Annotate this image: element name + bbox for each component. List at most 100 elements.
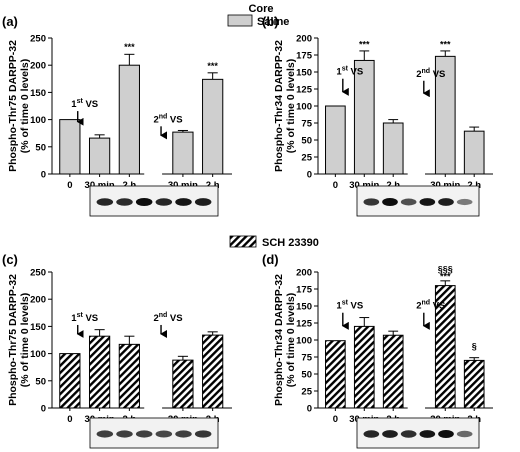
panel-label: (c): [2, 252, 18, 267]
y-tick-label: 250: [30, 268, 46, 279]
significance-marker: ***: [359, 40, 370, 50]
blot-band: [456, 430, 473, 438]
blot-band: [155, 198, 173, 206]
y-axis-title: Phospho-Thr34 DARPP-32: [273, 40, 285, 172]
legend-sch-label: SCH 23390: [262, 237, 319, 249]
x-tick-label: 0: [333, 414, 338, 425]
y-axis-title: (% of time 0 levels): [19, 293, 31, 388]
y-tick-label: 200: [30, 61, 46, 72]
blot-band: [135, 430, 153, 438]
panel-b: (b) Phospho-Thr34 DARPP-32 (% of time 0 le…: [262, 14, 493, 217]
vs-annotation: 1st VS: [71, 98, 98, 110]
panels: (a)Phospho-Thr75 DARPP-32 (% of time 0 le…: [2, 14, 493, 449]
vs-annotation: 1st VS: [336, 300, 363, 312]
significance-marker: ***: [207, 61, 218, 71]
y-tick-label: 100: [30, 349, 46, 360]
bar: [88, 137, 111, 175]
y-tick-label: 50: [301, 370, 312, 381]
blot-band: [363, 430, 380, 438]
y-tick-label: 150: [296, 302, 312, 313]
vs-annotation: 2nd VS: [416, 300, 445, 312]
blot-band: [96, 198, 114, 206]
y-tick-label: 175: [296, 285, 313, 296]
significance-marker: §: [472, 342, 477, 352]
y-tick-label: 0: [307, 170, 312, 181]
blot-band: [419, 430, 436, 438]
x-tick-label: 2 h: [206, 180, 220, 191]
vs-annotation: 2nd VS: [153, 113, 182, 125]
y-tick-label: 125: [296, 85, 313, 96]
western-blot: [356, 185, 480, 217]
bar: [325, 340, 346, 409]
legend-saline-label: Saline: [257, 16, 289, 28]
blot-band: [194, 430, 212, 438]
blot-band: [155, 430, 173, 438]
y-tick-label: 200: [30, 295, 46, 306]
bar: [59, 353, 81, 409]
western-blot: [89, 417, 219, 449]
blot-band: [438, 198, 454, 206]
vs-annotation: 1st VS: [336, 66, 363, 78]
x-tick-label: 2 h: [386, 180, 400, 191]
bar: [172, 131, 194, 175]
blot-band: [456, 198, 473, 206]
legend-group-label: Core: [248, 3, 273, 15]
panel-label: (a): [2, 14, 18, 29]
y-tick-label: 0: [41, 170, 46, 181]
x-tick-label: 0: [333, 180, 338, 191]
y-tick-label: 75: [301, 353, 312, 364]
blot-band: [438, 430, 454, 438]
blot-band: [400, 198, 417, 206]
panel-label: (d): [262, 252, 279, 267]
y-tick-label: 150: [30, 322, 46, 333]
y-tick-label: 25: [301, 153, 312, 164]
y-tick-label: 100: [296, 102, 312, 113]
bar: [463, 359, 485, 409]
x-tick-label: 2 h: [122, 180, 136, 191]
y-tick-label: 50: [35, 376, 46, 387]
bar: [59, 119, 81, 175]
x-tick-label: 30 min: [85, 180, 115, 191]
y-tick-label: 150: [30, 88, 46, 99]
blot-band: [116, 430, 133, 438]
y-tick-label: 200: [296, 268, 312, 279]
significance-marker: ***: [124, 42, 135, 52]
blot-band: [135, 198, 153, 206]
panel-a: (a) Phospho-Thr75 DARPP-32 (% of time 0 le…: [2, 14, 232, 217]
y-tick-label: 50: [301, 136, 312, 147]
panel-label: (b): [262, 14, 279, 29]
blot-band: [400, 430, 417, 438]
panel-d: (d) Phospho-Thr34 DARPP-32 (% of time 0 le…: [262, 252, 493, 449]
legend-sch23390: SCH 23390: [229, 235, 319, 249]
bar: [463, 130, 485, 175]
y-axis-title: (% of time 0 levels): [285, 293, 297, 388]
blot-band: [175, 430, 192, 438]
y-axis-title: Phospho-Thr75 DARPP-32: [7, 274, 19, 406]
y-tick-label: 75: [301, 119, 312, 130]
y-tick-label: 200: [296, 34, 312, 45]
blot-band: [419, 198, 436, 206]
western-blot: [89, 185, 219, 217]
x-tick-label: 30 min: [430, 180, 460, 191]
y-tick-label: 150: [296, 68, 312, 79]
y-axis-title: (% of time 0 levels): [19, 59, 31, 154]
y-axis-title: Phospho-Thr34 DARPP-32: [273, 274, 285, 406]
bar: [202, 334, 224, 409]
bar: [118, 64, 140, 175]
significance-marker: ***: [440, 40, 451, 50]
x-tick-label: 30 min: [349, 180, 379, 191]
panel-c: (c) Phospho-Thr75 DARPP-32 (% of time 0 le…: [2, 252, 232, 449]
y-axis-title: (% of time 0 levels): [285, 59, 297, 154]
bar: [353, 325, 375, 409]
y-tick-label: 100: [30, 115, 46, 126]
vs-annotation: 2nd VS: [416, 68, 445, 80]
x-tick-label: 0: [67, 180, 72, 191]
y-tick-label: 100: [296, 336, 312, 347]
blot-band: [382, 198, 398, 206]
y-tick-label: 0: [307, 404, 312, 415]
significance-marker: §§§: [438, 265, 453, 275]
vs-annotation: 2nd VS: [153, 312, 182, 324]
y-tick-label: 0: [41, 404, 46, 415]
legend-saline-swatch: [227, 14, 253, 27]
